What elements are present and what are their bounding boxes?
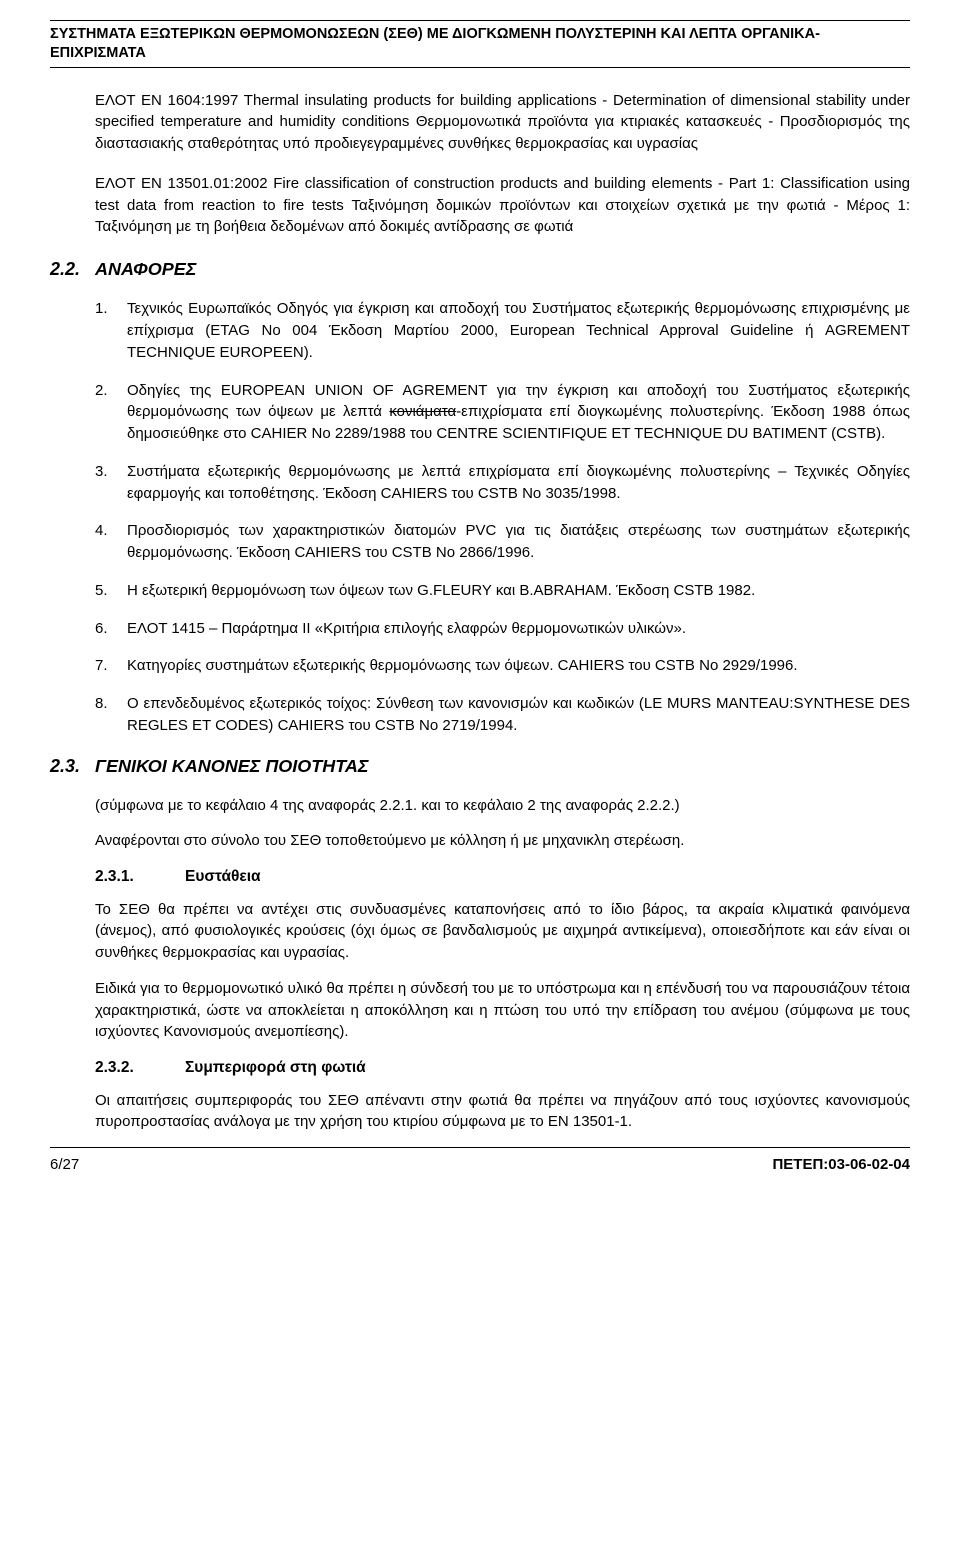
- subsection-title: Συμπεριφορά στη φωτιά: [185, 1057, 366, 1079]
- page-header: ΣΥΣΤΗΜΑΤΑ ΕΞΩΤΕΡΙΚΩΝ ΘΕΡΜΟΜΟΝΩΣΕΩΝ (ΣΕΘ)…: [50, 20, 910, 68]
- list-text: Τεχνικός Ευρωπαϊκός Οδηγός για έγκριση κ…: [127, 298, 910, 363]
- sec23-intro-1: (σύμφωνα με το κεφάλαιο 4 της αναφοράς 2…: [95, 795, 910, 817]
- list-num: 4.: [95, 520, 127, 564]
- list-item: 7. Κατηγορίες συστημάτων εξωτερικής θερμ…: [95, 655, 910, 677]
- strikethrough-text: κονιάματα: [389, 403, 456, 420]
- subsection-title: Ευστάθεια: [185, 866, 261, 888]
- list-num: 6.: [95, 618, 127, 640]
- list-text: Η εξωτερική θερμομόνωση των όψεων των G.…: [127, 580, 910, 602]
- subsection-num: 2.3.2.: [95, 1057, 185, 1079]
- references-list: 1. Τεχνικός Ευρωπαϊκός Οδηγός για έγκρισ…: [95, 298, 910, 736]
- footer-doc-code: ΠΕΤΕΠ:03-06-02-04: [772, 1154, 910, 1176]
- subsection-2-3-2: 2.3.2. Συμπεριφορά στη φωτιά Οι απαιτήσε…: [95, 1057, 910, 1133]
- section-num: 2.3.: [50, 753, 95, 779]
- list-item: 6. ΕΛΟΤ 1415 – Παράρτημα II «Κριτήρια επ…: [95, 618, 910, 640]
- list-num: 8.: [95, 693, 127, 737]
- list-item: 4. Προσδιορισμός των χαρακτηριστικών δια…: [95, 520, 910, 564]
- section-2-2-heading: 2.2. ΑΝΑΦΟΡΕΣ: [50, 256, 910, 282]
- section-title: ΓΕΝΙΚΟΙ ΚΑΝΟΝΕΣ ΠΟΙΟΤΗΤΑΣ: [95, 753, 369, 779]
- section-num: 2.2.: [50, 256, 95, 282]
- list-text: Κατηγορίες συστημάτων εξωτερικής θερμομό…: [127, 655, 910, 677]
- page-footer: 6/27 ΠΕΤΕΠ:03-06-02-04: [50, 1147, 910, 1176]
- list-item: 1. Τεχνικός Ευρωπαϊκός Οδηγός για έγκρισ…: [95, 298, 910, 363]
- list-num: 1.: [95, 298, 127, 363]
- subsection-num: 2.3.1.: [95, 866, 185, 888]
- list-num: 3.: [95, 461, 127, 505]
- list-item: 5. Η εξωτερική θερμομόνωση των όψεων των…: [95, 580, 910, 602]
- section-title: ΑΝΑΦΟΡΕΣ: [95, 256, 196, 282]
- intro-para-2: ΕΛΟΤ ΕΝ 13501.01:2002 Fire classificatio…: [95, 173, 910, 238]
- list-text: Προσδιορισμός των χαρακτηριστικών διατομ…: [127, 520, 910, 564]
- list-num: 2.: [95, 380, 127, 445]
- list-text: Συστήματα εξωτερικής θερμομόνωσης με λεπ…: [127, 461, 910, 505]
- list-num: 5.: [95, 580, 127, 602]
- list-num: 7.: [95, 655, 127, 677]
- sec23-intro-2: Αναφέρονται στο σύνολο του ΣΕΘ τοποθετού…: [95, 830, 910, 852]
- header-title: ΣΥΣΤΗΜΑΤΑ ΕΞΩΤΕΡΙΚΩΝ ΘΕΡΜΟΜΟΝΩΣΕΩΝ (ΣΕΘ)…: [50, 25, 910, 63]
- body-para: Οι απαιτήσεις συμπεριφοράς του ΣΕΘ απένα…: [95, 1090, 910, 1134]
- intro-para-1: ΕΛΟΤ EN 1604:1997 Thermal insulating pro…: [95, 90, 910, 155]
- list-text: Ο επενδεδυμένος εξωτερικός τοίχος: Σύνθε…: [127, 693, 910, 737]
- list-item: 2. Οδηγίες της EUROPEAN UNION OF AGREMEN…: [95, 380, 910, 445]
- list-item: 3. Συστήματα εξωτερικής θερμομόνωσης με …: [95, 461, 910, 505]
- list-text: ΕΛΟΤ 1415 – Παράρτημα II «Κριτήρια επιλο…: [127, 618, 910, 640]
- subsection-2-3-1: 2.3.1. Ευστάθεια Το ΣΕΘ θα πρέπει να αντ…: [95, 866, 910, 1043]
- section-2-3-heading: 2.3. ΓΕΝΙΚΟΙ ΚΑΝΟΝΕΣ ΠΟΙΟΤΗΤΑΣ: [50, 753, 910, 779]
- list-item: 8. Ο επενδεδυμένος εξωτερικός τοίχος: Σύ…: [95, 693, 910, 737]
- list-text: Οδηγίες της EUROPEAN UNION OF AGREMENT γ…: [127, 380, 910, 445]
- body-para: Το ΣΕΘ θα πρέπει να αντέχει στις συνδυασ…: [95, 899, 910, 964]
- body-para: Ειδικά για το θερμομονωτικό υλικό θα πρέ…: [95, 978, 910, 1043]
- footer-page-num: 6/27: [50, 1154, 79, 1176]
